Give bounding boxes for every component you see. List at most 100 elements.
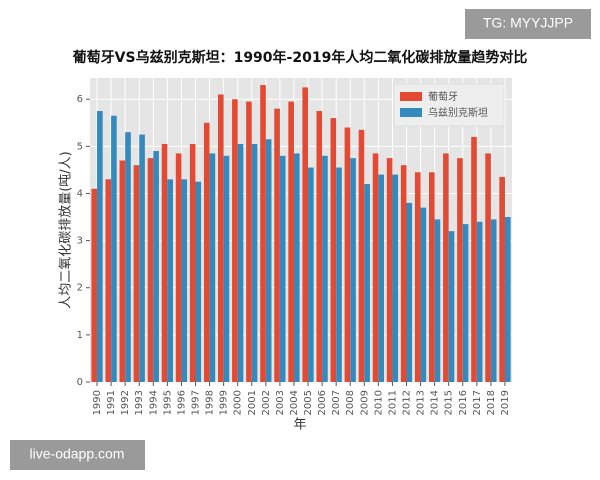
bar	[350, 158, 356, 382]
bar	[97, 110, 103, 382]
bar	[322, 155, 328, 382]
bar	[504, 217, 511, 382]
watermark-box	[10, 440, 145, 470]
bar	[364, 184, 370, 382]
x-tick-label: 2003	[275, 390, 286, 415]
bar	[203, 122, 210, 382]
x-tick-label: 1993	[134, 390, 145, 415]
x-tick-label: 2004	[289, 390, 300, 415]
bar	[476, 221, 483, 382]
y-tick-label: 5	[77, 141, 83, 152]
bar	[223, 155, 230, 382]
bar	[308, 167, 314, 382]
bar	[133, 165, 140, 382]
bar	[448, 231, 455, 382]
bar	[429, 172, 435, 382]
x-tick-label: 2011	[387, 390, 398, 415]
x-tick-label: 2007	[331, 390, 342, 415]
bar	[302, 87, 309, 382]
y-tick-label: 2	[77, 283, 83, 294]
x-tick-label: 1996	[176, 390, 187, 415]
bar	[336, 167, 342, 382]
x-tick-label: 1994	[148, 390, 159, 415]
bar	[167, 179, 173, 382]
plot-area	[90, 78, 512, 382]
x-tick-label: 1998	[205, 390, 216, 415]
bar	[499, 176, 505, 382]
x-tick-label: 1995	[162, 390, 173, 415]
y-tick-label: 6	[77, 94, 83, 105]
x-tick-label: 2015	[444, 390, 455, 415]
bar	[378, 174, 384, 382]
x-axis-label: 年	[293, 418, 306, 433]
bar	[111, 115, 117, 382]
legend-label: 乌兹别克斯坦	[428, 106, 488, 119]
bar	[288, 101, 294, 383]
bar	[434, 219, 441, 382]
bar	[344, 127, 351, 382]
watermark: live-odapp.com	[30, 446, 125, 462]
bar	[443, 153, 449, 382]
x-tick-label: 1999	[219, 390, 230, 415]
x-tick-label: 1992	[120, 390, 131, 415]
bar	[251, 143, 258, 382]
bar	[237, 143, 244, 382]
bar	[372, 153, 379, 382]
bar	[195, 181, 202, 382]
bar	[462, 224, 469, 382]
bar	[293, 153, 300, 382]
x-tick-label: 1997	[191, 390, 202, 415]
legend-swatch	[400, 108, 422, 117]
watermark-box	[465, 9, 591, 39]
bar	[490, 219, 497, 382]
bar	[105, 179, 112, 382]
x-tick-label: 2005	[303, 390, 314, 415]
y-tick-label: 3	[77, 236, 83, 247]
y-tick-label: 4	[77, 188, 83, 199]
bar	[246, 101, 252, 383]
x-tick-label: 2006	[317, 390, 328, 415]
bar	[209, 153, 216, 382]
bar	[232, 99, 238, 383]
x-tick-label: 2001	[247, 390, 258, 415]
y-tick-label: 0	[77, 377, 83, 388]
bar	[279, 155, 286, 382]
watermark: TG: MYYJJPP	[483, 15, 573, 31]
bar	[471, 136, 477, 382]
bar	[147, 158, 154, 382]
bar	[260, 85, 266, 383]
legend-box	[393, 83, 505, 127]
chart-title: 葡萄牙VS乌兹别克斯坦：1990年-2019年人均二氧化碳排放量趋势对比	[72, 49, 528, 66]
x-tick-label: 2009	[359, 390, 370, 415]
x-tick-label: 2016	[458, 390, 469, 415]
x-tick-label: 2017	[472, 390, 483, 415]
bar	[400, 165, 407, 382]
bar	[91, 188, 98, 382]
x-tick-label: 2010	[373, 390, 384, 415]
bar	[485, 153, 491, 382]
bar	[161, 143, 168, 382]
bar	[406, 202, 413, 382]
bar	[189, 143, 196, 382]
bar	[181, 179, 188, 382]
legend-label: 葡萄牙	[428, 90, 458, 103]
x-tick-label: 2018	[486, 390, 497, 415]
bar	[119, 160, 126, 382]
bar	[330, 118, 337, 382]
legend-swatch	[400, 92, 422, 101]
x-tick-label: 2012	[402, 390, 413, 415]
bar	[386, 158, 393, 382]
x-tick-label: 2008	[345, 390, 356, 415]
y-axis-label: 人均二氧化碳排放量(吨/人)	[59, 151, 74, 309]
bar	[274, 108, 280, 383]
bar	[414, 172, 421, 382]
bar	[153, 151, 159, 382]
bar	[316, 110, 323, 382]
y-tick-label: 1	[77, 330, 83, 341]
x-tick-label: 1990	[92, 390, 103, 415]
x-tick-label: 2002	[261, 390, 272, 415]
x-tick-label: 2014	[430, 390, 441, 415]
x-tick-label: 2019	[500, 390, 511, 415]
x-tick-label: 2013	[416, 390, 427, 415]
